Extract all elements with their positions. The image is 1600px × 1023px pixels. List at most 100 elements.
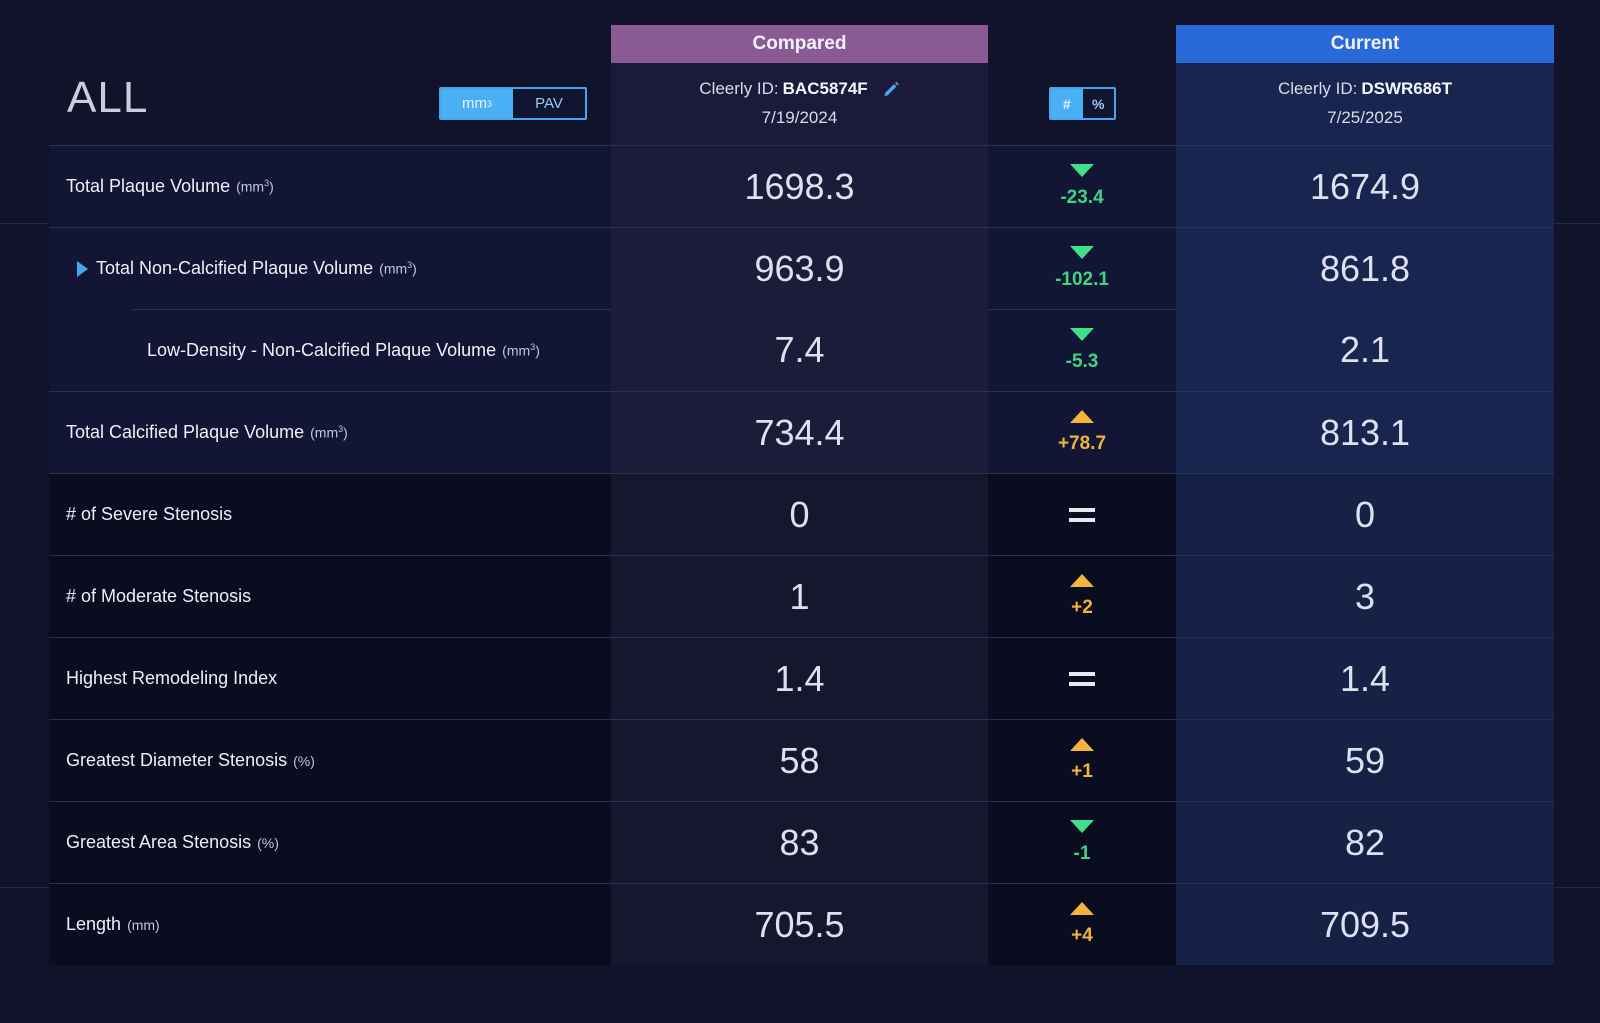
arrow-down-icon xyxy=(1070,164,1094,177)
current-value: 82 xyxy=(1176,802,1554,883)
row-unit-close: ) xyxy=(535,342,540,359)
row-unit: (mm) xyxy=(127,917,160,933)
current-value: 1.4 xyxy=(1176,638,1554,719)
delta-value: +2 xyxy=(1071,597,1093,618)
comparison-table: ALL mm 3 PAV Compared Cleerly ID: BAC5874… xyxy=(49,25,1554,965)
table-row: # of Moderate Stenosis 1 +2 3 xyxy=(49,555,1554,637)
row-unit: (%) xyxy=(293,753,315,769)
row-unit: (mm3) xyxy=(310,424,348,441)
row-label-text: Length xyxy=(66,914,122,934)
row-label: Highest Remodeling Index xyxy=(49,638,611,719)
table-row: Total Calcified Plaque Volume (mm3) 734.4 +… xyxy=(49,391,1554,473)
row-unit: (%) xyxy=(257,835,279,851)
unit-toggle[interactable]: mm 3 PAV xyxy=(439,87,587,120)
unit-option-pav[interactable]: PAV xyxy=(513,89,585,118)
row-unit-text: (mm xyxy=(236,178,265,195)
page-title: ALL xyxy=(67,73,149,122)
compared-value: 705.5 xyxy=(611,884,988,965)
delta-mode-number[interactable]: # xyxy=(1051,89,1083,118)
table-row: Greatest Diameter Stenosis (%) 58 +1 59 xyxy=(49,719,1554,801)
compared-value: 1.4 xyxy=(611,638,988,719)
unit-option-mm3-label: mm xyxy=(461,95,487,112)
row-label-text: Low-Density - Non-Calcified Plaque Volum… xyxy=(147,339,497,360)
current-value: 1674.9 xyxy=(1176,146,1554,227)
delta-value: -5.3 xyxy=(1065,350,1099,372)
row-unit-sup: 3 xyxy=(407,260,413,271)
row-label-text: # of Severe Stenosis xyxy=(66,504,233,524)
row-label-text: Greatest Diameter Stenosis xyxy=(66,750,288,770)
equal-icon xyxy=(1069,507,1095,522)
change-cell: -1 xyxy=(988,802,1176,883)
row-unit-close: ) xyxy=(343,424,348,441)
current-id-label: Cleerly ID: xyxy=(1277,79,1358,98)
row-label-text: Greatest Area Stenosis xyxy=(66,832,252,852)
compared-value: 83 xyxy=(611,802,988,883)
current-value: 0 xyxy=(1176,474,1554,555)
change-cell: -102.1 xyxy=(988,228,1176,309)
table-row: Total Plaque Volume (mm3) 1698.3 -23.4 1674.… xyxy=(49,145,1554,227)
row-label-text: # of Moderate Stenosis xyxy=(66,586,252,606)
row-unit-text: (mm xyxy=(502,342,531,359)
change-cell: +78.7 xyxy=(988,392,1176,473)
current-value: 861.8 xyxy=(1176,228,1554,309)
current-value: 2.1 xyxy=(1176,309,1554,391)
compared-value: 734.4 xyxy=(611,392,988,473)
pencil-icon[interactable] xyxy=(882,80,900,98)
row-label: Total Non-Calcified Plaque Volume (mm3) xyxy=(49,228,611,309)
current-value: 813.1 xyxy=(1176,392,1554,473)
arrow-down-icon xyxy=(1070,820,1094,833)
row-unit: (mm3) xyxy=(379,260,417,277)
row-unit-close: ) xyxy=(412,260,417,277)
table-header: ALL mm 3 PAV Compared Cleerly ID: BAC5874… xyxy=(49,25,1554,145)
current-value: 59 xyxy=(1176,720,1554,801)
row-label: Total Calcified Plaque Volume (mm3) xyxy=(49,392,611,473)
compared-value: 1 xyxy=(611,556,988,637)
table-row[interactable]: Total Non-Calcified Plaque Volume (mm3) 96… xyxy=(49,227,1554,309)
delta-value: +4 xyxy=(1071,925,1093,946)
row-unit-text: (%) xyxy=(293,752,315,769)
row-unit: (mm3) xyxy=(236,178,274,195)
compared-id-label: Cleerly ID: xyxy=(699,79,779,98)
expand-caret-icon[interactable] xyxy=(77,260,88,277)
unit-option-mm3-sup: 3 xyxy=(486,98,492,109)
current-tab: Current xyxy=(1176,25,1554,63)
change-cell: -5.3 xyxy=(988,309,1176,391)
change-cell: +1 xyxy=(988,720,1176,801)
current-date: 7/25/2025 xyxy=(1327,108,1403,127)
change-cell: +2 xyxy=(988,556,1176,637)
equal-icon xyxy=(1069,671,1095,686)
row-unit-text: (mm) xyxy=(127,916,160,933)
table-row: Low-Density - Non-Calcified Plaque Volum… xyxy=(49,309,1554,391)
unit-option-mm3[interactable]: mm 3 xyxy=(441,89,513,118)
delta-value: +78.7 xyxy=(1057,433,1107,454)
arrow-up-icon xyxy=(1070,410,1094,423)
table-body: Total Plaque Volume (mm3) 1698.3 -23.4 1674.… xyxy=(49,145,1554,965)
row-unit-sup: 3 xyxy=(530,341,536,352)
compared-id-value: BAC5874F xyxy=(782,79,868,98)
compared-value: 0 xyxy=(611,474,988,555)
compared-value: 1698.3 xyxy=(611,146,988,227)
change-cell: +4 xyxy=(988,884,1176,965)
compared-column-header: Compared Cleerly ID: BAC5874F 7/19/2024 xyxy=(611,25,988,145)
row-label-text: Highest Remodeling Index xyxy=(66,668,278,688)
arrow-up-icon xyxy=(1070,738,1094,751)
row-unit-text: (mm xyxy=(310,424,339,441)
current-column-header: Current Cleerly ID: DSWR686T 7/25/2025 xyxy=(1176,25,1554,145)
arrow-up-icon xyxy=(1070,574,1094,587)
arrow-down-icon xyxy=(1070,246,1094,259)
current-id-value: DSWR686T xyxy=(1361,79,1453,98)
table-row: # of Severe Stenosis 0 0 xyxy=(49,473,1554,555)
row-label-text: Total Calcified Plaque Volume xyxy=(66,422,305,442)
compared-value: 7.4 xyxy=(611,309,988,391)
compared-value: 58 xyxy=(611,720,988,801)
delta-mode-toggle[interactable]: # % xyxy=(1049,87,1116,120)
table-row: Greatest Area Stenosis (%) 83 -1 82 xyxy=(49,801,1554,883)
row-label: Greatest Diameter Stenosis (%) xyxy=(49,720,611,801)
row-label: # of Moderate Stenosis xyxy=(49,556,611,637)
current-id: Cleerly ID: DSWR686T xyxy=(1176,79,1554,99)
arrow-down-icon xyxy=(1070,327,1094,341)
table-row: Highest Remodeling Index 1.4 1.4 xyxy=(49,637,1554,719)
current-value: 709.5 xyxy=(1176,884,1554,965)
delta-mode-percent[interactable]: % xyxy=(1082,89,1114,118)
